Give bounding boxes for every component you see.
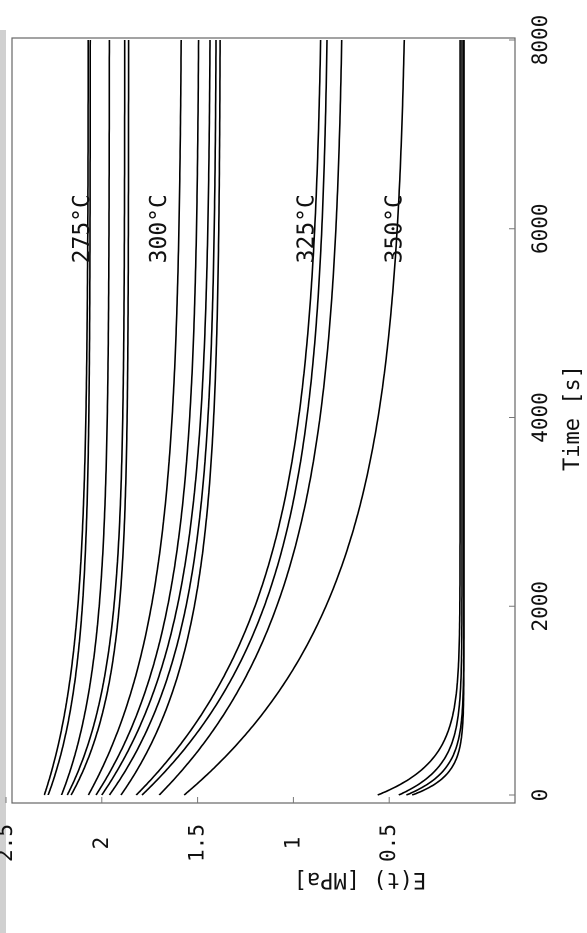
time-axis-tick-labels: 0 2000 4000 6000 8000 <box>528 15 552 802</box>
relaxation-curve <box>43 40 89 796</box>
temperature-label: 350°C <box>381 194 407 263</box>
relaxation-curve <box>158 39 343 796</box>
relaxation-curve <box>95 39 200 796</box>
relaxation-curve <box>377 40 461 796</box>
series-curves <box>43 39 465 796</box>
temperature-label: 275°C <box>69 194 95 263</box>
axis-ticks <box>5 39 515 803</box>
relaxation-curve <box>183 39 406 796</box>
time-tick-label: 2000 <box>528 581 552 632</box>
temperature-label: 325°C <box>293 194 319 263</box>
relaxation-curve <box>406 40 465 796</box>
relaxation-curve <box>411 40 465 796</box>
relaxation-curve <box>87 39 182 796</box>
relaxation-curve <box>108 40 217 796</box>
temperature-annotations: 275°C 300°C 325°C 350°C <box>69 194 407 263</box>
relaxation-curve <box>60 40 111 796</box>
relaxation-curve <box>101 40 211 796</box>
modulus-tick-label: 0.5 <box>376 824 400 862</box>
time-tick-label: 0 <box>528 789 552 802</box>
time-tick-label: 4000 <box>528 392 552 443</box>
y-axis-label: E(t) [MPa] <box>294 867 426 892</box>
modulus-tick-label: 1.5 <box>185 824 209 862</box>
relaxation-curve <box>47 39 92 796</box>
relaxation-curve <box>135 39 322 796</box>
time-tick-label: 8000 <box>528 15 552 66</box>
modulus-tick-label: 1 <box>280 837 304 850</box>
relaxation-curve <box>66 40 126 796</box>
plot-frame <box>11 37 516 804</box>
time-tick-label: 6000 <box>528 203 552 254</box>
modulus-tick-label: 2 <box>89 837 113 850</box>
x-axis-label: Time [s] <box>560 365 585 471</box>
relaxation-curve <box>120 40 221 796</box>
relaxation-curve <box>398 40 463 796</box>
relaxation-curve <box>141 39 328 796</box>
modulus-axis-tick-labels: 0.5 1 1.5 2 2.5 <box>0 824 400 862</box>
modulus-tick-label: 2.5 <box>0 824 17 862</box>
temperature-label: 300°C <box>146 194 172 263</box>
relaxation-curve <box>70 40 130 796</box>
left-edge-bar <box>0 30 6 933</box>
